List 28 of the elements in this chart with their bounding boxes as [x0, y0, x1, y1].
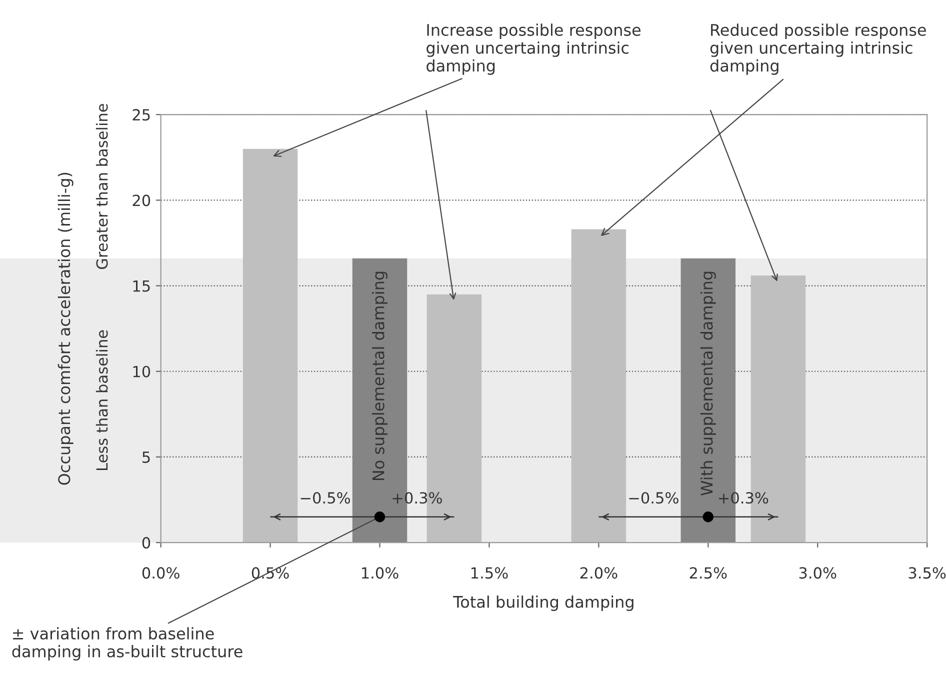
- band-label: Less than baseline: [96, 330, 108, 470]
- y-tick-label: 0: [142, 537, 150, 549]
- x-tick-label: 2.5%: [690, 567, 727, 579]
- annotation: −0.5%: [300, 492, 350, 504]
- annotation: Increase possible response given uncertaing intrinsic damping: [426, 24, 641, 75]
- annotation: ± variation from baseline damping in as-built structure: [12, 627, 242, 661]
- text: Greater than baseline: [96, 104, 108, 269]
- y-tick-label: 15: [133, 280, 150, 292]
- annotation: +0.3%: [392, 492, 442, 504]
- x-tick-label: 3.0%: [799, 567, 836, 579]
- y-tick-label: 10: [133, 366, 150, 378]
- x-tick-label: 2.0%: [580, 567, 618, 579]
- y-tick-label: 5: [142, 452, 150, 463]
- annotation: With supplemental damping: [700, 272, 716, 496]
- x-axis-title: Total building damping: [453, 596, 634, 612]
- x-tick-label: 1.0%: [362, 567, 398, 579]
- bar: [571, 229, 626, 543]
- x-tick-label: 3.5%: [908, 567, 946, 579]
- y-tick-label: 25: [132, 109, 150, 121]
- bar: [242, 148, 298, 543]
- annotation: −0.5%: [629, 492, 678, 504]
- y-axis-title: Occupant comfort acceleration (milli-g): [58, 172, 74, 485]
- y-tick-label: 20: [132, 194, 150, 206]
- x-tick-label: 1.5%: [471, 567, 508, 579]
- annotation: No supplemental damping: [372, 272, 388, 480]
- annotation: +0.3%: [718, 492, 768, 504]
- x-tick-label: 0.0%: [142, 567, 180, 579]
- annotation: Reduced possible response given uncertaing intrinsic damping: [710, 24, 926, 75]
